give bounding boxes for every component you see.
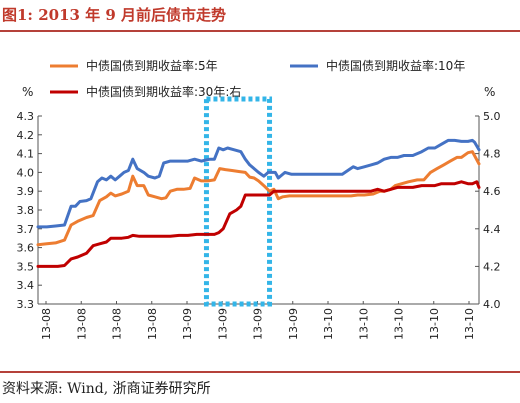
legend-label-1: 中债国债到期收益率:5年 — [86, 58, 218, 73]
right-tick-label: 5.0 — [483, 110, 501, 123]
left-tick-label: 3.7 — [17, 223, 35, 236]
right-tick-label: 4.6 — [483, 185, 501, 198]
left-tick-label: 3.4 — [17, 279, 35, 292]
left-tick-label: 4.3 — [17, 110, 35, 123]
axes: % % 3.3 3.4 3.5 3.6 3.7 3.8 3.9 4.0 4.1 4.2 4.3 4.0 4.… — [17, 85, 501, 340]
x-tick-label: 13-10 — [393, 308, 406, 340]
x-tick-label: 13-09 — [181, 308, 194, 340]
x-tick-label: 13-08 — [40, 308, 53, 340]
left-tick-label: 4.2 — [17, 129, 35, 142]
x-tick-label: 13-08 — [111, 308, 124, 340]
x-tick-label: 13-08 — [146, 308, 159, 340]
figure-title: 图1: 2013 年 9 月前后债市走势 — [2, 6, 227, 24]
right-tick-label: 4.4 — [483, 223, 501, 236]
left-tick-label: 3.5 — [17, 260, 35, 273]
x-tick-label: 13-09 — [216, 308, 229, 340]
left-tick-label: 4.1 — [17, 148, 35, 161]
x-tick-label: 13-10 — [463, 308, 476, 340]
top-rule — [0, 30, 520, 32]
bottom-rule — [0, 371, 520, 373]
series-line-1 — [36, 150, 481, 247]
legend-label-2: 中债国债到期收益率:10年 — [326, 58, 465, 73]
left-tick-label: 3.6 — [17, 242, 35, 255]
x-tick-label: 13-09 — [287, 308, 300, 340]
series-line-2 — [36, 138, 481, 229]
x-tick-label: 13-09 — [252, 308, 265, 340]
left-axis-unit: % — [22, 85, 33, 99]
x-tick-label: 13-10 — [357, 308, 370, 340]
left-tick-label: 3.9 — [17, 185, 35, 198]
x-tick-label: 13-08 — [75, 308, 88, 340]
right-tick-label: 4.8 — [483, 148, 501, 161]
line-chart: 中债国债到期收益率:5年 中债国债到期收益率:10年中债国债到期收益率:30年:右… — [17, 58, 501, 340]
left-tick-label: 4.0 — [17, 166, 35, 179]
legend-label-3: 中债国债到期收益率:30年:右 — [86, 84, 241, 99]
right-tick-label: 4.2 — [483, 260, 501, 273]
x-tick-label: 13-10 — [428, 308, 441, 340]
highlight-box — [203, 96, 273, 307]
left-tick-label: 3.8 — [17, 204, 35, 217]
right-tick-label: 4.0 — [483, 298, 501, 311]
right-axis-unit: % — [484, 85, 495, 99]
x-tick-label: 13-10 — [322, 308, 335, 340]
left-tick-label: 3.3 — [17, 298, 35, 311]
source-note: 资料来源: Wind, 浙商证券研究所 — [2, 381, 211, 397]
highlight-rect — [203, 96, 273, 307]
series-lines — [36, 138, 481, 268]
series-line-3 — [36, 180, 481, 268]
